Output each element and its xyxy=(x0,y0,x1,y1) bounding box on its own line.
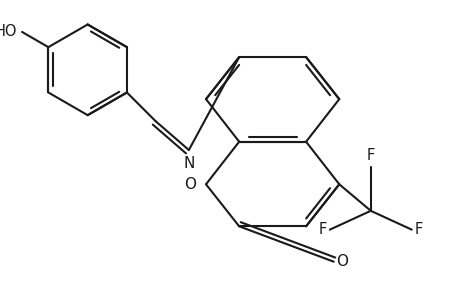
Text: N: N xyxy=(183,155,194,170)
Text: O: O xyxy=(336,254,348,269)
Text: HO: HO xyxy=(0,24,17,39)
Text: F: F xyxy=(414,222,422,237)
Text: F: F xyxy=(366,148,374,163)
Text: F: F xyxy=(318,222,326,237)
Text: O: O xyxy=(184,177,196,192)
